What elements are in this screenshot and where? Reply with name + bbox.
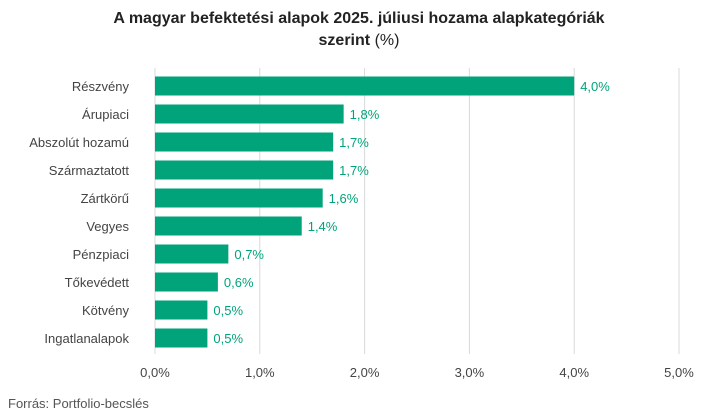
x-tick-labels: 0,0% 1,0% 2,0% 3,0% 4,0% 5,0%	[140, 365, 694, 380]
bar	[155, 300, 208, 320]
bar-value-label: 0,7%	[234, 247, 264, 262]
bar-value-label: 1,8%	[350, 107, 380, 122]
bar-value-label: 1,7%	[339, 135, 369, 150]
chart-title-unit: (%)	[374, 32, 400, 49]
category-label: Abszolút hozamú	[29, 135, 129, 150]
bar	[155, 188, 323, 208]
bar	[155, 328, 208, 348]
category-label: Zártkörű	[81, 191, 129, 206]
x-tick-label: 1,0%	[245, 365, 275, 380]
x-tick-label: 5,0%	[664, 365, 694, 380]
bar-value-label: 0,5%	[213, 303, 243, 318]
bar-value-label: 1,6%	[329, 191, 359, 206]
category-label: Vegyes	[86, 219, 129, 234]
bar	[155, 244, 229, 264]
bar-value-label: 0,6%	[224, 275, 254, 290]
category-label: Ingatlanalapok	[44, 331, 129, 346]
bar-value-label: 1,7%	[339, 163, 369, 178]
category-label: Származtatott	[49, 163, 130, 178]
category-label: Tőkevédett	[65, 275, 130, 290]
x-tick-label: 3,0%	[455, 365, 485, 380]
x-tick-label: 2,0%	[350, 365, 380, 380]
category-label: Részvény	[72, 79, 130, 94]
value-labels: 4,0% 1,8% 1,7% 1,7% 1,6% 1,4% 0,7% 0,6% 0,5% 0,5%	[213, 79, 610, 346]
category-label: Kötvény	[82, 303, 129, 318]
category-label: Pénzpiaci	[73, 247, 129, 262]
chart-title-second: szerint	[318, 32, 371, 49]
chart-title-line-2: szerint (%)	[0, 30, 718, 52]
chart-title-line-1: A magyar befektetési alapok 2025. július…	[113, 10, 605, 27]
bar	[155, 216, 302, 236]
x-tick-label: 0,0%	[140, 365, 170, 380]
bar	[155, 132, 334, 152]
bar-value-label: 4,0%	[580, 79, 610, 94]
bar	[155, 272, 218, 292]
category-label: Árupiaci	[82, 107, 129, 122]
x-tick-label: 4,0%	[559, 365, 589, 380]
source-note: Forrás: Portfolio-becslés	[8, 396, 149, 411]
chart-title: A magyar befektetési alapok 2025. július…	[0, 8, 718, 52]
category-labels: Részvény Árupiaci Abszolút hozamú Származta…	[29, 79, 129, 346]
bar	[155, 160, 334, 180]
bars	[155, 76, 575, 348]
bar-value-label: 1,4%	[308, 219, 338, 234]
bar	[155, 104, 344, 124]
bar-value-label: 0,5%	[213, 331, 243, 346]
bar	[155, 76, 575, 96]
